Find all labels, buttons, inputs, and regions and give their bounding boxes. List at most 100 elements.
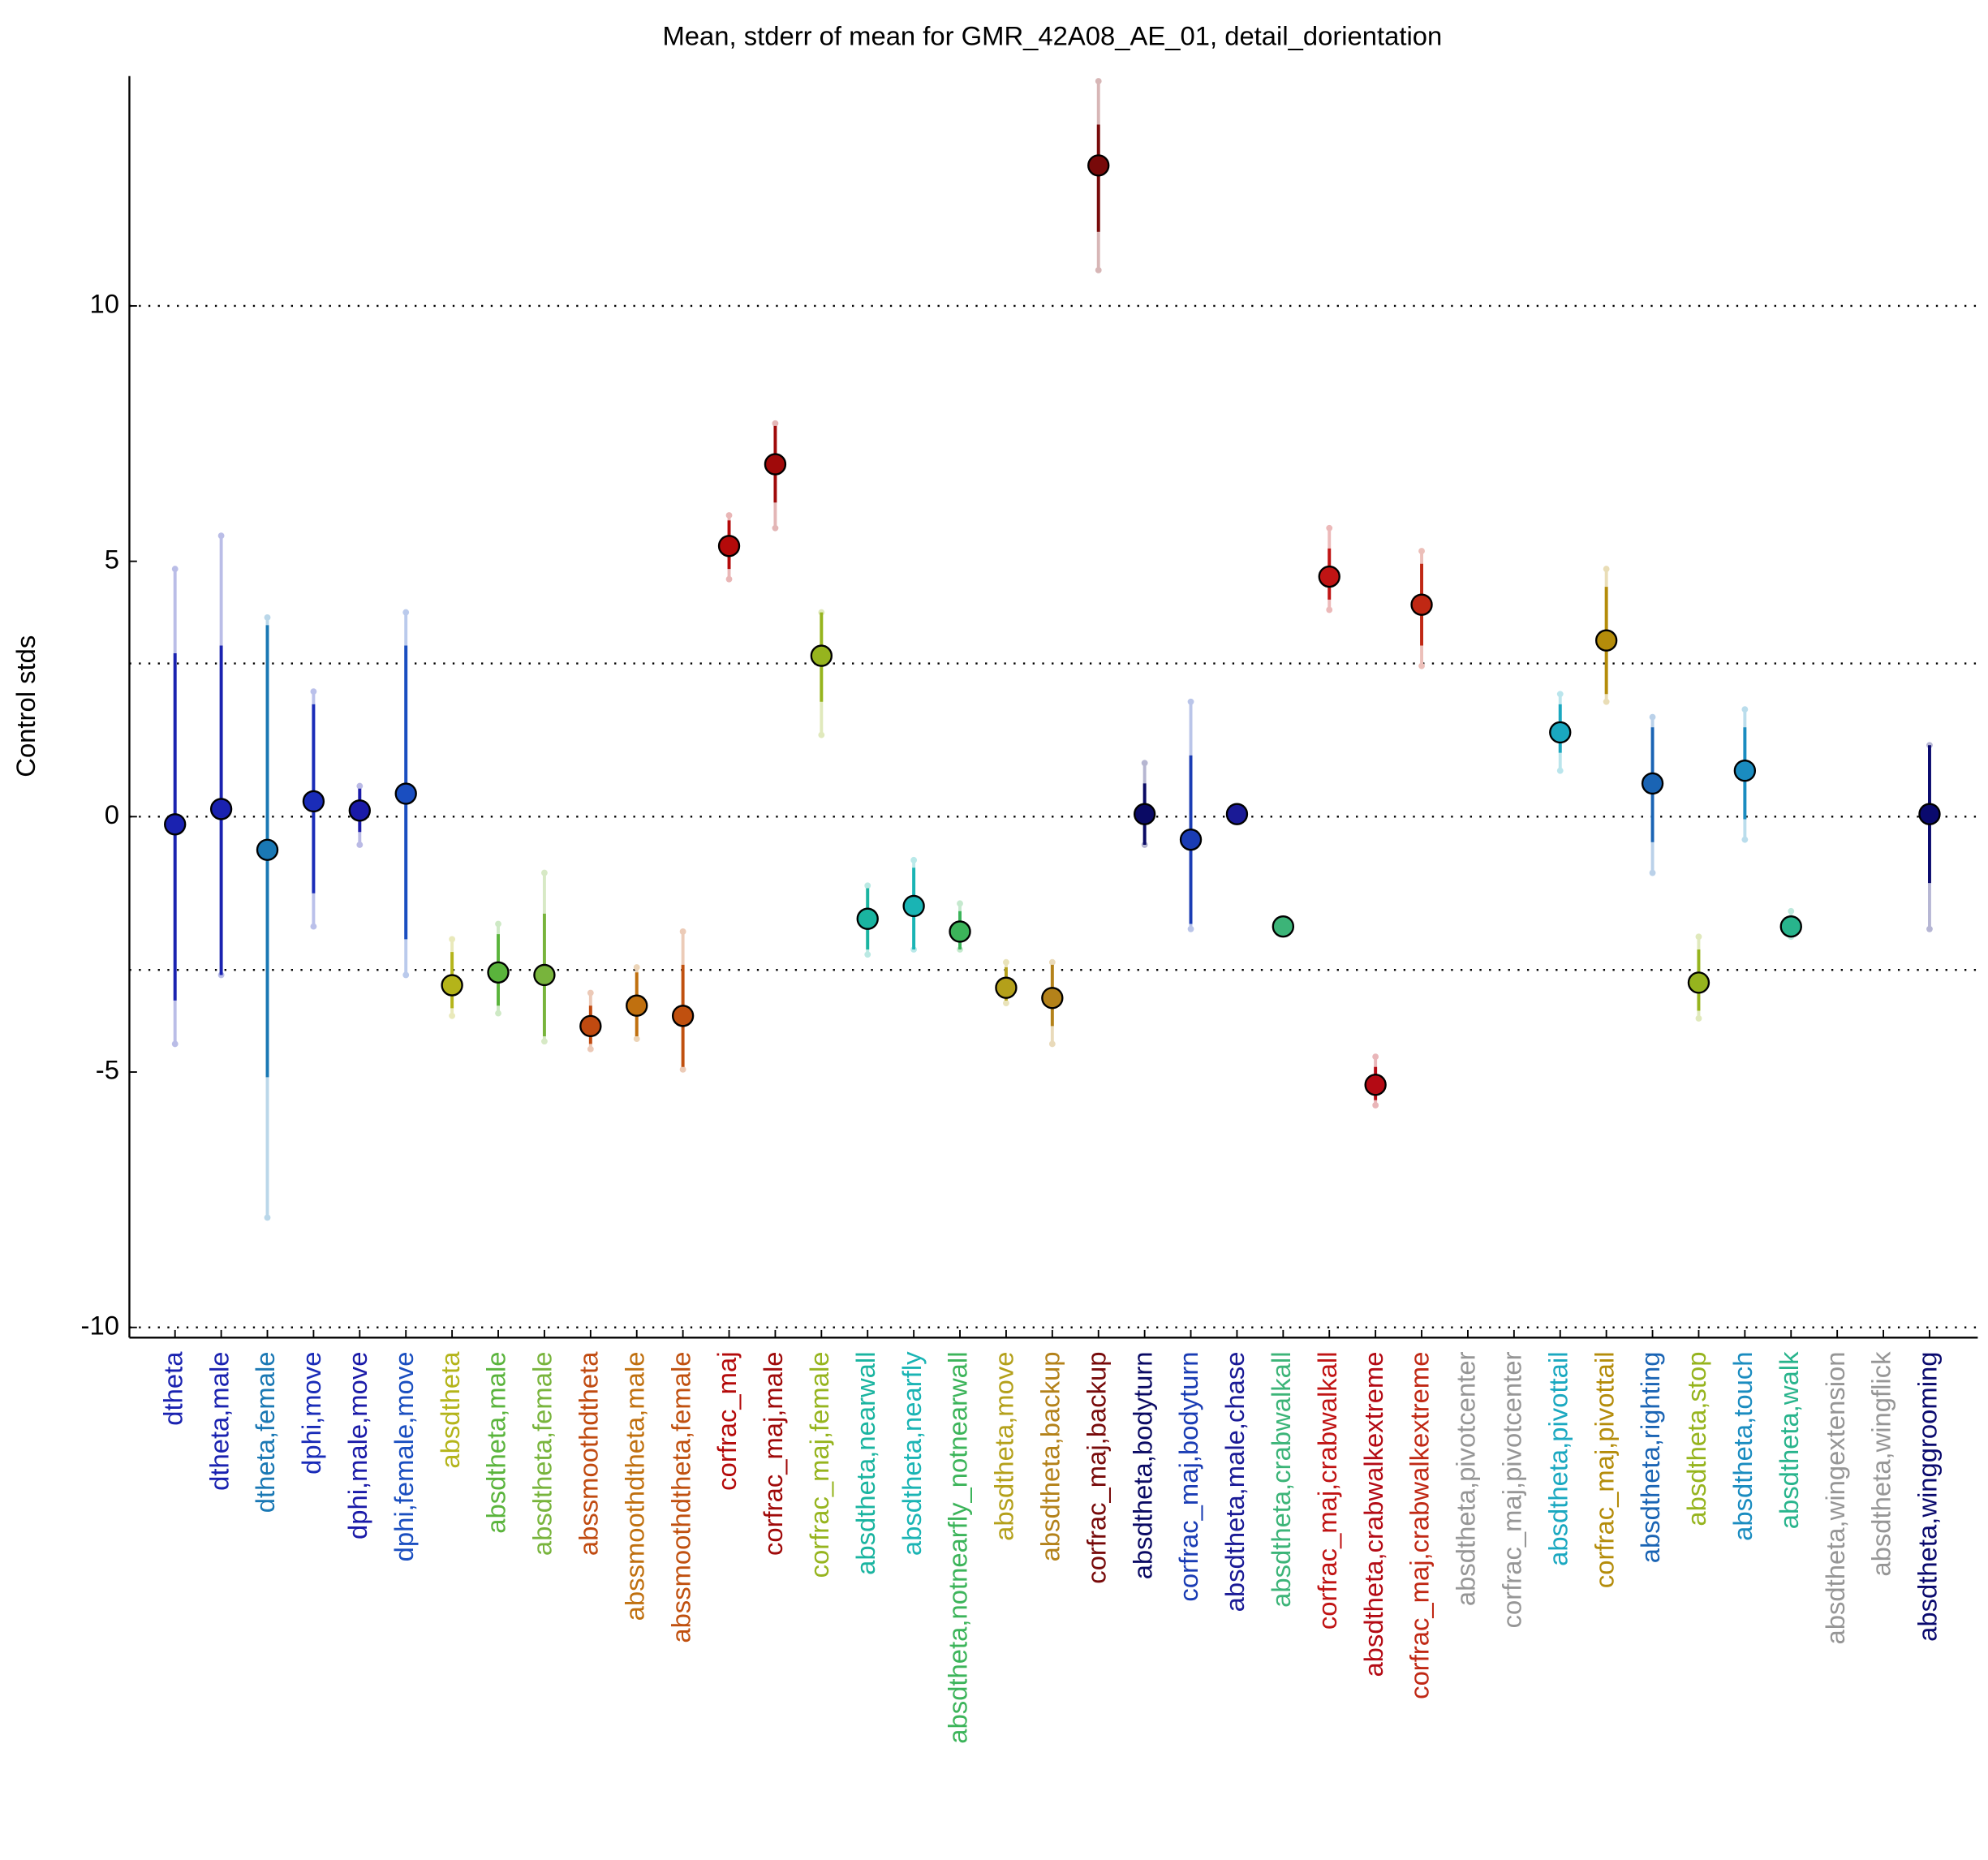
x-tick-label: corfrac_maj,pivotcenter (1497, 1351, 1527, 1628)
y-tick-label: -10 (81, 1310, 119, 1340)
spread-end (587, 1045, 594, 1053)
y-tick-label: -5 (96, 1055, 119, 1085)
x-tick-label: abssmoothdtheta,female (665, 1351, 695, 1643)
spread-end (1788, 907, 1795, 915)
x-tick-label: corfrac_maj,female (804, 1351, 834, 1578)
spread-end (1649, 869, 1656, 876)
mean-dot (810, 644, 833, 667)
spread-end (402, 609, 410, 616)
y-tick-label: 5 (105, 544, 119, 574)
x-tick-label: absdtheta,nearfly (897, 1351, 927, 1556)
mean-dot (1318, 565, 1340, 588)
spread-end (1326, 606, 1333, 614)
mean-dot (441, 974, 463, 997)
spread-end (1418, 548, 1425, 554)
y-tick-label: 10 (89, 289, 118, 319)
spread-end (1326, 524, 1333, 532)
spread-end (1187, 925, 1194, 932)
mean-dot (487, 961, 510, 984)
x-tick-label: corfrac_maj,crabwalkall (1312, 1351, 1342, 1630)
spread-end (587, 989, 594, 997)
x-tick-label: abssmoothdtheta (573, 1351, 603, 1556)
spread-end (541, 869, 548, 876)
spread-end (633, 1035, 640, 1043)
x-tick-label: absdtheta,bodyturn (1127, 1351, 1157, 1579)
mean-dot (348, 799, 371, 822)
mean-dot (164, 813, 187, 836)
spread-end (217, 532, 225, 540)
spread-end (171, 1040, 179, 1048)
x-tick-label: corfrac_maj (712, 1351, 742, 1490)
spread-end (449, 1012, 456, 1019)
spread-end (449, 936, 456, 943)
mean-dot (394, 782, 417, 805)
y-axis-label: Control stds (11, 635, 41, 777)
x-tick-label: abssmoothdtheta,male (619, 1351, 649, 1621)
mean-dot (1272, 915, 1295, 938)
x-tick-label: absdtheta,pivottail (1543, 1351, 1573, 1565)
x-tick-label: absdtheta (435, 1351, 465, 1469)
spread-end (679, 1066, 686, 1073)
x-tick-label: absdtheta,walk (1774, 1351, 1804, 1529)
x-tick-label: corfrac_maj,backup (1081, 1351, 1111, 1583)
mean-dot (579, 1014, 602, 1038)
spread-end (772, 420, 779, 427)
mean-dot (1133, 803, 1156, 825)
spread-end (1048, 1040, 1056, 1048)
spread-end (864, 951, 871, 958)
spread-end (1003, 1000, 1009, 1006)
x-tick-label: absdtheta,stop (1681, 1351, 1711, 1526)
spread-end (679, 928, 686, 935)
x-tick-label: dtheta (157, 1351, 187, 1426)
spread-end (264, 614, 271, 621)
spread-end (1141, 760, 1148, 767)
x-tick-label: absdtheta,notnearfly_notnearwall (943, 1351, 973, 1743)
spread-end (864, 882, 871, 889)
x-tick-label: dphi,male,move (342, 1351, 372, 1539)
x-tick-label: dtheta,female (250, 1351, 280, 1513)
mean-dot (1179, 828, 1203, 851)
spread-end (1187, 698, 1194, 705)
mean-dot (902, 894, 925, 918)
mean-dot (302, 790, 325, 813)
spread-end (1095, 78, 1102, 84)
spread-end (725, 575, 733, 583)
y-tick-label: 0 (105, 799, 119, 829)
x-tick-label: dphi,female,move (389, 1351, 419, 1561)
mean-dot (533, 963, 556, 987)
x-tick-label: absdtheta,touch (1728, 1351, 1758, 1540)
x-tick-label: absdtheta,female (527, 1351, 557, 1556)
x-tick-label: absdtheta,winggrooming (1913, 1351, 1943, 1641)
spread-end (1372, 1102, 1379, 1109)
spread-end (1695, 1015, 1702, 1022)
spread-end (1372, 1053, 1379, 1061)
spread-end (1095, 266, 1102, 273)
mean-dot (1641, 772, 1664, 795)
x-tick-label: absdtheta,wingextension (1820, 1351, 1850, 1644)
mean-dot (1733, 760, 1757, 782)
spread-end (1649, 713, 1656, 721)
spread-end (725, 512, 733, 519)
spread-end (1603, 566, 1610, 572)
spread-end (541, 1038, 548, 1045)
spread-end (1556, 691, 1564, 698)
mean-dot (1364, 1074, 1387, 1096)
chart-title: Mean, stderr of mean for GMR_42A08_AE_01… (662, 21, 1442, 51)
spread-end (310, 688, 317, 695)
mean-dot (717, 535, 741, 558)
mean-dot (1918, 803, 1941, 825)
mean-dot (1041, 987, 1064, 1010)
spread-end (1695, 933, 1702, 941)
spread-end (495, 920, 501, 928)
mean-dot (209, 798, 233, 820)
mean-dot (764, 453, 787, 476)
spread-end (171, 566, 179, 572)
mean-dot (1779, 915, 1802, 938)
spread-end (1003, 958, 1009, 966)
mean-dot (1594, 629, 1618, 652)
x-tick-label: absdtheta,male,chase (1220, 1351, 1250, 1612)
spread-end (402, 971, 410, 979)
x-tick-label: absdtheta,male (481, 1351, 511, 1533)
x-tick-label: corfrac_maj,bodyturn (1173, 1351, 1203, 1601)
mean-dot (856, 907, 879, 930)
